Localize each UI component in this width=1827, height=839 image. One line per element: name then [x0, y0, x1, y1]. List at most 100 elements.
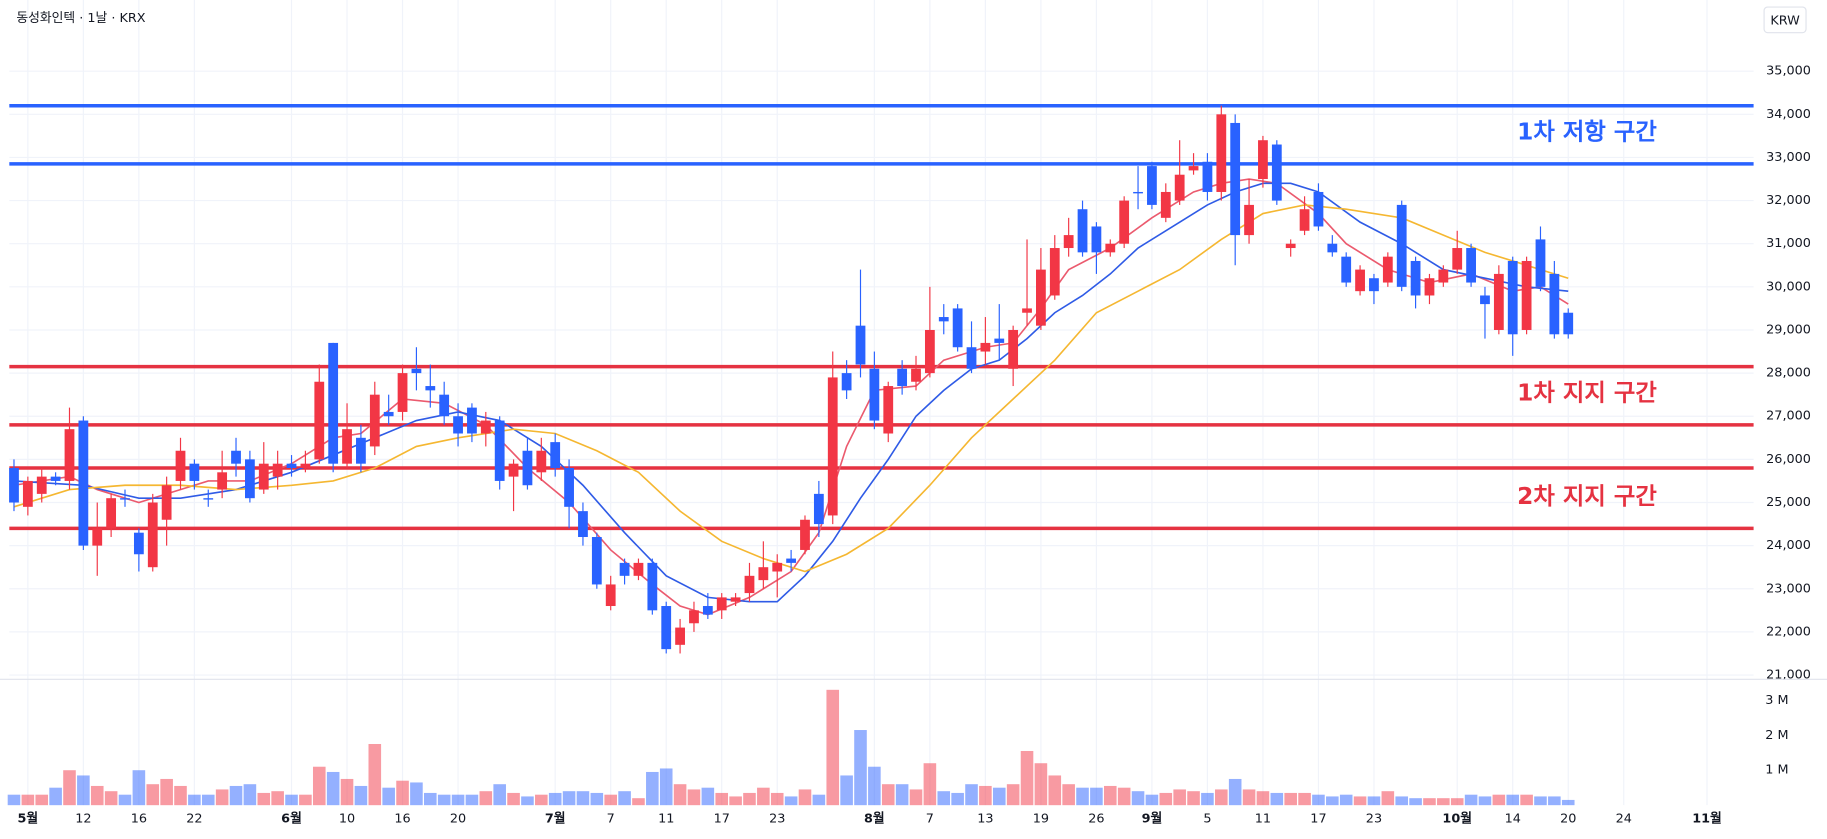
x-tick-label: 24	[1616, 812, 1632, 827]
candle-body	[994, 338, 1005, 343]
candle-body	[453, 416, 463, 434]
volume-bar	[493, 784, 506, 806]
volume-bar	[1187, 791, 1200, 806]
candle-body	[689, 610, 699, 624]
volume-bar	[1312, 794, 1325, 806]
x-tick-label: 14	[1505, 812, 1521, 827]
candle-body	[619, 562, 630, 576]
volume-bar	[1117, 787, 1131, 806]
x-tick-label: 7	[607, 812, 615, 827]
volume-bar	[1409, 798, 1422, 806]
candle-body	[22, 480, 33, 507]
candle-body	[938, 317, 949, 322]
x-tick-label: 5월	[18, 811, 39, 827]
volume-bar	[507, 792, 520, 806]
volume-bar	[840, 775, 853, 806]
volume-bar	[895, 784, 909, 806]
x-tick-label: 5	[1203, 812, 1211, 827]
y-tick-label: 27,000	[1766, 409, 1811, 424]
x-tick-label: 23	[769, 812, 785, 827]
volume-bar	[992, 787, 1006, 806]
x-tick-label: 10	[339, 812, 355, 827]
levels	[9, 103, 1754, 531]
volume-bar	[1242, 789, 1256, 806]
y-tick-label: 32,000	[1766, 193, 1811, 208]
y-tick-label: 33,000	[1766, 150, 1811, 165]
candle-body	[716, 597, 727, 611]
volume-bar	[437, 794, 451, 806]
candle-body	[1327, 243, 1338, 253]
volume-bar	[770, 792, 784, 806]
candles	[9, 105, 1574, 654]
candle-body	[467, 407, 477, 434]
x-tick-label: 11	[658, 812, 674, 827]
currency[interactable]: KRW	[1770, 14, 1800, 29]
candle-body	[869, 368, 880, 421]
candle-body	[411, 368, 422, 374]
volume-bar	[1284, 792, 1297, 806]
volume-bar	[188, 794, 201, 806]
candle-body	[1063, 235, 1074, 249]
candle-body	[675, 627, 685, 645]
candle-body	[1188, 166, 1199, 171]
volume-bar	[535, 794, 548, 806]
candle-body	[1493, 273, 1504, 330]
volume-bar	[1326, 796, 1339, 806]
x-tick-label: 11월	[1692, 811, 1722, 827]
y-tick-label: 30,000	[1766, 279, 1811, 294]
x-tick-label: 12	[75, 812, 91, 827]
candle-body	[1008, 329, 1019, 369]
volume-bar	[562, 791, 576, 806]
volume-bar	[1450, 798, 1464, 806]
volume-bar	[951, 792, 964, 806]
candle-body	[286, 463, 297, 468]
candle-body	[36, 476, 47, 494]
volume-bar	[118, 794, 132, 806]
volume-bar	[923, 763, 937, 806]
volume-tick-label: 1 M	[1765, 763, 1788, 778]
volume-bar	[160, 778, 173, 806]
volume-bar	[757, 787, 770, 806]
candle-body	[1022, 308, 1032, 313]
candle-body	[578, 511, 588, 538]
candle-body	[1299, 209, 1310, 231]
candle-body	[272, 463, 283, 477]
y-tick-label: 31,000	[1766, 236, 1811, 251]
y-tick-label: 24,000	[1766, 538, 1811, 553]
candle-body	[328, 342, 339, 464]
x-tick-label: 6월	[281, 811, 302, 827]
candle-body	[1382, 256, 1393, 283]
candle-body	[383, 411, 394, 417]
annotation: 1차 저항 구간	[1517, 118, 1657, 145]
candle-body	[980, 342, 991, 352]
volume-bar	[1339, 794, 1353, 806]
y-tick-label: 35,000	[1766, 64, 1811, 79]
candle-body	[1410, 260, 1421, 296]
candle-body	[147, 502, 158, 568]
x-tick-label: 7월	[545, 811, 566, 827]
candle-body	[1036, 269, 1046, 326]
volume-bar	[1145, 794, 1159, 806]
y-tick-label: 21,000	[1766, 668, 1811, 683]
candle-body	[1285, 243, 1296, 249]
volume-bar	[1520, 794, 1533, 806]
volume-bar	[201, 794, 215, 806]
candle-body	[813, 493, 824, 525]
x-tick-label: 17	[1310, 812, 1326, 827]
volume-bar	[132, 770, 146, 806]
volume-bar	[1256, 791, 1270, 806]
x-tick-label: 20	[450, 812, 466, 827]
candle-body	[133, 532, 144, 555]
candle-body	[883, 386, 894, 434]
volume-bar	[63, 770, 76, 806]
candle-body	[50, 476, 61, 481]
volume-bar	[798, 789, 812, 806]
x-tick-label: 11	[1255, 812, 1271, 827]
candle-body	[189, 463, 200, 481]
volume-bar	[285, 794, 298, 806]
volume-bar	[604, 794, 617, 806]
volume-bar	[354, 785, 368, 806]
candle-body	[1147, 166, 1157, 205]
currency-box[interactable]	[1763, 6, 1807, 34]
candle-body	[480, 420, 491, 434]
